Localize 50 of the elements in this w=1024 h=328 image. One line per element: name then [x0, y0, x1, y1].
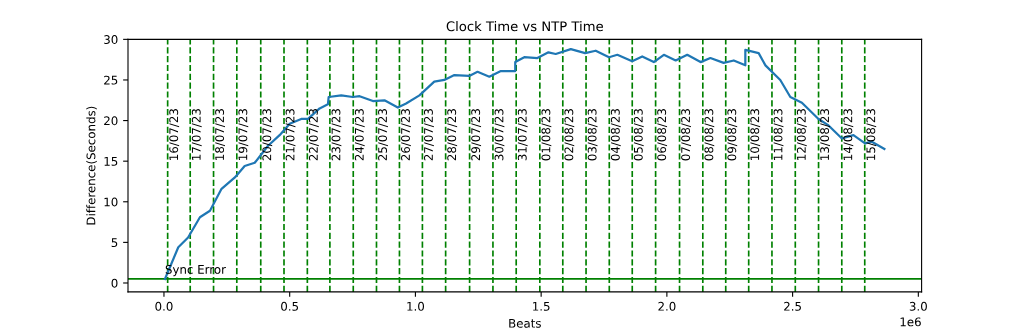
chart-title: Clock Time vs NTP Time: [446, 21, 603, 32]
annotation: 02/08/23: [564, 109, 575, 161]
annotation: 17/07/23: [191, 109, 202, 160]
x-tick-label: 2.5: [784, 301, 801, 311]
y-tick-label: 10: [104, 197, 118, 207]
x-tick-label: 0.0: [155, 301, 173, 311]
annotation: 27/07/23: [424, 109, 434, 161]
annotation: 30/07/23: [494, 109, 505, 161]
annotation: 09/08/23: [727, 109, 738, 161]
annotation: 26/07/23: [401, 109, 411, 161]
annotation: 31/07/23: [517, 109, 528, 161]
annotation: 24/07/23: [354, 109, 365, 161]
annotation: 13/08/23: [820, 109, 831, 160]
line-series: [163, 48, 886, 281]
y-tick-label: 0: [111, 278, 118, 288]
y-tick-label: 15: [104, 157, 118, 166]
x-tick-label: 1.0: [407, 301, 425, 311]
annotation: 21/07/23: [285, 109, 296, 161]
x-tick-label: 2.0: [658, 301, 676, 311]
annotation: 25/07/23: [378, 109, 388, 161]
y-axis-title: Difference(Seconds): [86, 106, 97, 225]
annotation: 14/08/23: [843, 109, 854, 160]
y-tick-label: 5: [111, 238, 118, 248]
text: 1e6: [900, 317, 921, 327]
x-tick-label: 3.0: [909, 301, 927, 311]
annotation: 20/07/23: [262, 109, 273, 161]
annotation: 05/08/23: [633, 109, 644, 161]
x-tick-label: 1.5: [533, 302, 550, 311]
annotation: 11/08/23: [773, 109, 784, 160]
y-tick-label: 25: [104, 75, 118, 85]
x-tick-label: 0.5: [281, 301, 299, 311]
annotation: 15/08/23: [866, 109, 877, 160]
annotation: 29/07/23: [471, 109, 482, 161]
annotation: 10/08/23: [750, 109, 761, 160]
annotation: 16/07/23: [169, 109, 180, 160]
annotation: 03/08/23: [587, 109, 598, 161]
annotation: 28/07/23: [447, 109, 458, 161]
annotation: 08/08/23: [704, 109, 715, 161]
annotation: 12/08/23: [796, 109, 807, 160]
annotation: 19/07/23: [238, 109, 249, 160]
y-tick-label: 30: [104, 35, 118, 45]
annotation: 18/07/23: [215, 109, 225, 160]
annotation: 23/07/23: [331, 109, 342, 161]
y-tick-label: 20: [104, 116, 118, 126]
x-axis-title: Beats: [509, 318, 541, 328]
annotation: 06/08/23: [657, 109, 668, 161]
annotation: 22/07/23: [308, 109, 319, 161]
annotation: 04/08/23: [610, 109, 621, 161]
annotation: 07/08/23: [681, 109, 691, 161]
annotation: 01/08/23: [541, 109, 552, 161]
